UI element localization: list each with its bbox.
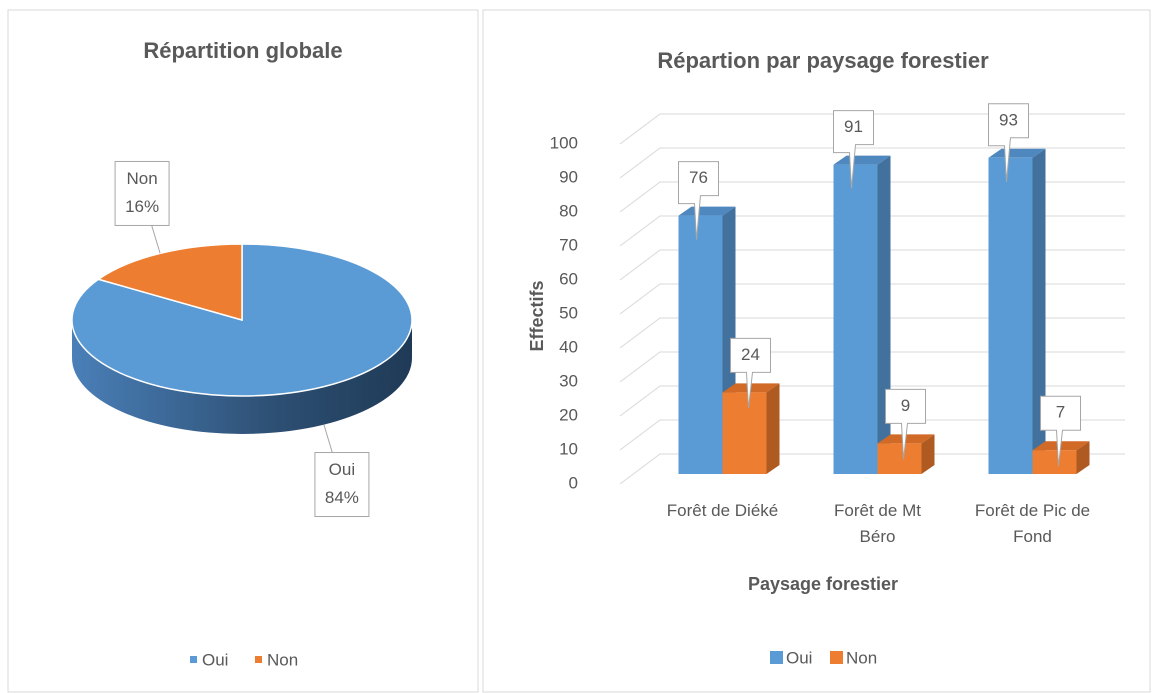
slice-category: Oui xyxy=(329,460,355,479)
data-label: 93 xyxy=(999,110,1018,129)
y-tick-label: 10 xyxy=(559,439,578,458)
bar xyxy=(1032,450,1077,474)
legend-swatch xyxy=(255,656,262,663)
y-tick-label: 80 xyxy=(559,201,578,220)
grid-line xyxy=(619,113,1125,145)
chart-title: Répartition globale xyxy=(143,38,342,63)
bar-side xyxy=(1032,148,1046,475)
data-label: 7 xyxy=(1056,403,1065,422)
label-box xyxy=(114,160,170,226)
grid-line xyxy=(619,317,1125,349)
slice-label: 84% xyxy=(325,488,359,507)
label-callout xyxy=(730,337,771,409)
bar-side xyxy=(1076,441,1090,474)
bar xyxy=(722,392,767,474)
legend-label: Non xyxy=(267,650,298,669)
bar-top xyxy=(833,155,891,165)
grid-line xyxy=(619,351,1125,383)
legend-swatch xyxy=(830,651,843,664)
chart-title: Répartion par paysage forestier xyxy=(657,48,989,73)
legend-label: Oui xyxy=(202,650,228,669)
grid-line xyxy=(619,249,1125,281)
y-tick-label: 20 xyxy=(559,405,578,424)
slice-label: 16% xyxy=(125,197,159,216)
bar-side xyxy=(877,155,891,474)
legend-label: Oui xyxy=(786,648,812,667)
label-callout xyxy=(988,103,1029,182)
data-label: 24 xyxy=(741,345,760,364)
x-tick-label: Forêt de Diéké xyxy=(666,501,779,520)
label-box xyxy=(314,452,370,518)
bar xyxy=(833,164,878,474)
y-tick-label: 50 xyxy=(559,303,578,322)
legend-label: Non xyxy=(846,648,877,667)
pie-slice xyxy=(71,243,413,397)
bar-side xyxy=(766,383,780,474)
x-tick-label: Forêt de Mt Béro xyxy=(834,501,921,546)
x-tick-label: Forêt de Pic de Fond xyxy=(974,501,1091,546)
bar-top xyxy=(988,148,1046,158)
grid-line xyxy=(619,215,1125,247)
label-callout xyxy=(1040,395,1081,467)
y-tick-label: 60 xyxy=(559,269,578,288)
bar xyxy=(877,443,922,474)
grid-line xyxy=(619,419,1125,451)
x-axis-title: Paysage forestier xyxy=(748,574,898,594)
label-callout xyxy=(678,161,719,240)
y-tick-label: 100 xyxy=(550,133,578,152)
legend-swatch xyxy=(190,656,197,663)
bar-top xyxy=(678,206,736,216)
y-tick-label: 40 xyxy=(559,337,578,356)
y-axis-title: Effectifs xyxy=(527,280,547,351)
y-tick-label: 70 xyxy=(559,235,578,254)
grid-line xyxy=(619,147,1125,179)
y-tick-label: 30 xyxy=(559,371,578,390)
grid-line xyxy=(619,453,1125,485)
legend-swatch xyxy=(770,651,783,664)
label-callout xyxy=(885,388,926,460)
data-label: 76 xyxy=(689,168,708,187)
grid-line xyxy=(619,385,1125,417)
grid-line xyxy=(619,181,1125,213)
slice-category: Non xyxy=(126,169,157,188)
y-tick-label: 0 xyxy=(569,473,578,492)
bar-side xyxy=(921,434,935,474)
bar xyxy=(988,157,1033,475)
data-label: 91 xyxy=(844,117,863,136)
bar xyxy=(678,215,723,474)
data-label: 9 xyxy=(901,396,910,415)
label-callout xyxy=(833,110,874,189)
grid-line xyxy=(619,283,1125,315)
y-tick-label: 90 xyxy=(559,167,578,186)
pie-side xyxy=(72,320,412,434)
